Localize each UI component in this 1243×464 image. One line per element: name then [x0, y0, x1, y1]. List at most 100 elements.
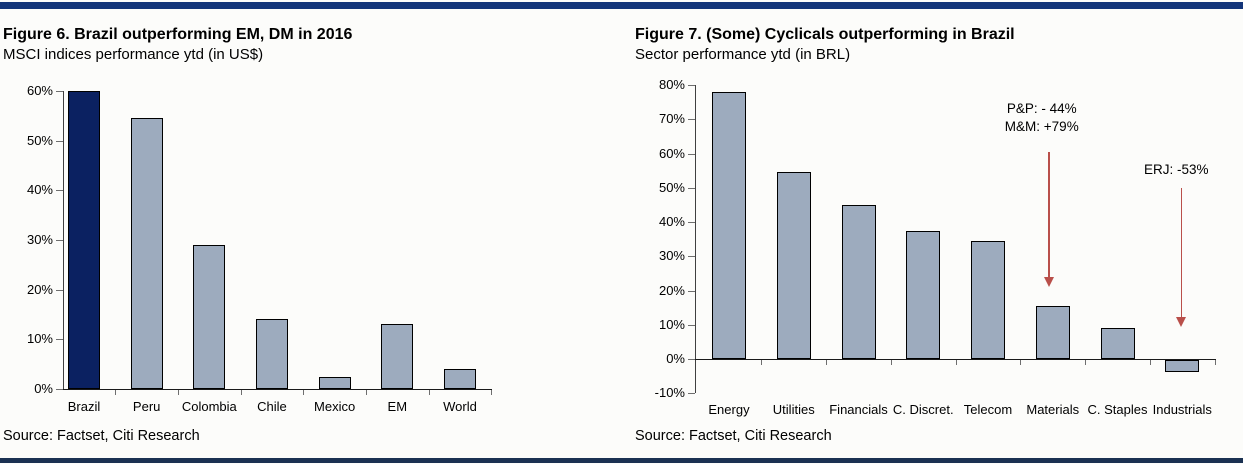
- figure7-panel: Figure 7. (Some) Cyclicals outperforming…: [632, 0, 1243, 464]
- y-axis-tick-label: 70%: [658, 111, 685, 127]
- y-axis-tick-label: 0%: [34, 381, 53, 396]
- x-axis-tick: [955, 360, 957, 365]
- figure6-bar-chart: 0% 10% 20% 30% 40% 50% 60% Brazil Peru Colombia Ch…: [0, 0, 620, 464]
- y-axis-tick: [688, 187, 695, 189]
- bar-mexico: [318, 376, 351, 389]
- y-axis-tick: [688, 153, 695, 155]
- x-axis-category-label: Energy: [708, 402, 750, 417]
- y-axis-tick-label: 60%: [658, 145, 685, 161]
- x-axis-category-label: World: [443, 399, 477, 414]
- y-axis-tick-label: 0%: [666, 351, 685, 366]
- x-axis-tick: [890, 360, 892, 365]
- bar-telecom: [971, 240, 1005, 359]
- y-axis-tick: [56, 140, 63, 142]
- figure7-subtitle: Sector performance ytd (in BRL): [635, 46, 851, 63]
- y-axis-line: [695, 85, 696, 394]
- y-axis-tick-label: 80%: [658, 77, 685, 92]
- x-axis-category-label: EM: [387, 399, 408, 414]
- annotation-arrow-head-icon: [1043, 277, 1054, 287]
- x-axis-category-label: Peru: [132, 399, 161, 414]
- bottom-divider-rule: [0, 458, 1243, 463]
- x-axis-tick: [240, 390, 242, 395]
- bar-utilities: [776, 172, 811, 359]
- x-axis-category-label: Industrials: [1152, 402, 1212, 417]
- figure6-source-note: Source: Factset, Citi Research: [3, 428, 200, 444]
- x-axis-category-label: Mexico: [314, 399, 356, 414]
- annotation-text: P&P: - 44% M&M: +79%: [962, 100, 1122, 136]
- y-axis-tick: [688, 359, 695, 360]
- y-axis-tick: [688, 222, 695, 223]
- y-axis-tick: [56, 339, 63, 341]
- x-axis-category-label: Telecom: [963, 402, 1013, 417]
- bar-industrials: [1165, 360, 1200, 373]
- y-axis-tick: [688, 256, 695, 258]
- x-axis-tick: [1214, 360, 1216, 365]
- y-axis-tick: [56, 389, 63, 390]
- x-axis-category-label: Colombia: [181, 399, 237, 414]
- y-axis-tick-label: 40%: [26, 182, 53, 198]
- figure7-title: Figure 7. (Some) Cyclicals outperforming…: [635, 26, 1015, 44]
- y-axis-tick-label: 60%: [26, 82, 53, 98]
- annotation-line: M&M: +79%: [1004, 119, 1079, 134]
- figure7-source-note: Source: Factset, Citi Research: [635, 428, 832, 444]
- x-axis-tick: [115, 390, 117, 395]
- y-axis-tick: [688, 119, 695, 121]
- annotation-line: ERJ: -53%: [1143, 162, 1209, 177]
- y-axis-tick: [56, 289, 63, 291]
- x-axis-category-label: Utilities: [772, 402, 815, 417]
- y-axis-tick: [56, 190, 63, 192]
- x-axis-category-label: C. Discret.: [892, 402, 954, 417]
- x-axis-tick: [826, 360, 828, 365]
- bar-c-staples: [1100, 328, 1135, 359]
- x-axis-tick: [428, 390, 430, 395]
- x-axis-tick: [1020, 360, 1022, 365]
- y-axis-tick: [688, 393, 695, 395]
- x-axis-category-label: Chile: [257, 399, 287, 414]
- x-axis-category-label: Brazil: [67, 399, 101, 414]
- y-axis-tick-label: 20%: [658, 282, 685, 298]
- annotation-text: ERJ: -53%: [1096, 161, 1243, 179]
- y-axis-tick-label: 20%: [26, 281, 53, 297]
- x-axis-tick: [1149, 360, 1151, 365]
- x-axis-tick: [303, 390, 305, 395]
- x-axis-line: [63, 388, 492, 391]
- bar-materials: [1035, 305, 1070, 359]
- annotation-line: P&P: - 44%: [1006, 101, 1077, 116]
- y-axis-tick-label: -10%: [654, 385, 685, 401]
- y-axis-tick-label: 50%: [26, 132, 53, 148]
- y-axis-tick: [688, 85, 695, 86]
- y-axis-tick-label: 10%: [26, 331, 53, 347]
- y-axis-line: [63, 90, 64, 389]
- y-axis-tick-label: 50%: [658, 179, 685, 195]
- x-axis-line: [695, 358, 1216, 361]
- figure6-subtitle: MSCI indices performance ytd (in US$): [3, 46, 264, 63]
- bar-peru: [130, 118, 163, 389]
- x-axis-tick: [1085, 360, 1087, 365]
- x-axis-tick: [177, 390, 179, 395]
- y-axis-tick-label: 30%: [658, 248, 685, 264]
- bar-financials: [841, 204, 876, 359]
- x-axis-category-label: Financials: [829, 402, 888, 417]
- y-axis-tick-label: 40%: [658, 214, 685, 229]
- y-axis-tick-label: 30%: [26, 231, 53, 247]
- figure7-bar-chart: -10% 0% 10% 20% 30% 40% 50% 60% 70% 80% Energy Util…: [632, 0, 1243, 464]
- top-divider-rule: [0, 2, 1243, 9]
- y-axis-tick: [688, 290, 695, 292]
- bar-energy: [712, 91, 746, 359]
- y-axis-tick: [56, 239, 63, 241]
- x-axis-tick: [365, 390, 367, 395]
- bar-brazil: [68, 90, 100, 389]
- x-axis-category-label: Materials: [1026, 402, 1080, 417]
- bar-em: [381, 324, 414, 389]
- y-axis-tick: [688, 324, 695, 326]
- annotation-arrow-shaft: [1180, 188, 1182, 317]
- annotation-arrow-head-icon: [1176, 317, 1187, 327]
- x-axis-category-label: C. Staples: [1087, 402, 1148, 417]
- annotation-arrow-shaft: [1048, 152, 1050, 277]
- bar-c-discret-: [906, 230, 941, 359]
- figure6-title: Figure 6. Brazil outperforming EM, DM in…: [3, 26, 353, 44]
- x-axis-tick: [491, 390, 493, 395]
- bar-colombia: [193, 244, 226, 389]
- figure6-panel: Figure 6. Brazil outperforming EM, DM in…: [0, 0, 620, 464]
- y-axis-tick-label: 10%: [658, 316, 685, 332]
